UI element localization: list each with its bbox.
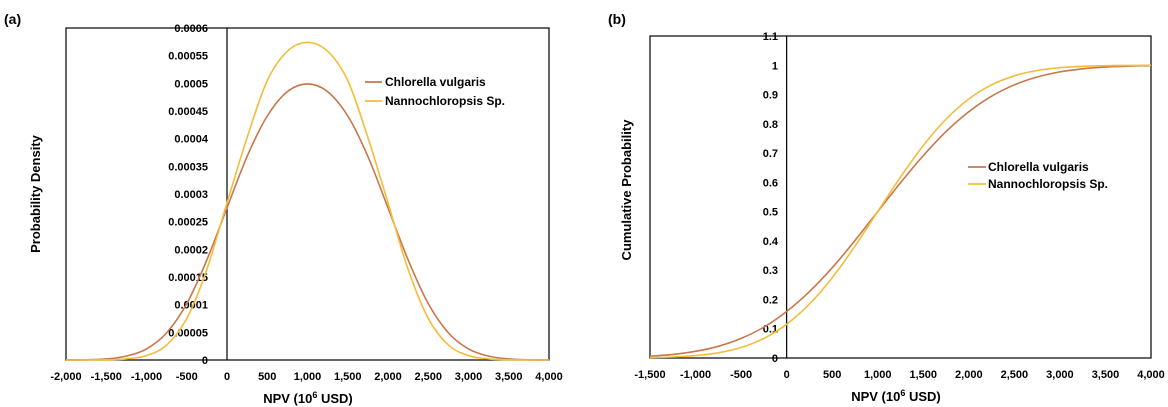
panel-b-x-tick-label: -1,000 [680, 369, 711, 381]
panel-b-y-tick-labels: 00.10.20.30.40.50.60.70.80.911.1 [763, 31, 779, 365]
panel-b-y-tick-label: 0.9 [763, 90, 778, 102]
panel-a-y-tick-label: 0.00035 [168, 161, 208, 173]
panel-a-x-axis-title: NPV (106 USD) [263, 390, 353, 406]
panel-a-x-tick-label: -2,000 [50, 371, 81, 383]
panel-b-y-tick-label: 1.1 [763, 31, 778, 43]
panel-a-y-tick-label: 0.0004 [174, 134, 209, 146]
panel-b-legend: Chlorella vulgaris Nannochloropsis Sp. [968, 160, 1108, 191]
panel-a-y-tick-label: 0.0003 [174, 189, 208, 201]
panel-b-plot-frame [649, 35, 1152, 359]
panel-b-series-line-nanno [649, 64, 1152, 359]
panel-b-y-tick-label: 0.7 [763, 148, 778, 160]
panel-b-y-tick-label: 0.4 [763, 236, 779, 248]
panel-b-y-tick-label: 0.8 [763, 119, 778, 131]
panel-a-series-line-chlorella [65, 83, 550, 361]
panel-b-legend-label-nanno: Nannochloropsis Sp. [988, 177, 1108, 191]
panel-a-x-tick-label: 3,500 [495, 371, 523, 383]
panel-b-y-tick-label: 1 [772, 60, 778, 72]
panel-b-y-axis-title: Cumulative Probability [619, 119, 634, 261]
panel-a: (a) -2,000 -1,500 -1,000 -500 0 500 1,000 1,500… [4, 11, 563, 406]
panel-b-x-tick-labels: -1,500 -1,000 -500 0 500 1,000 1,500 2,000 2,500… [634, 369, 1164, 381]
panel-b-x-tick-label: 2,000 [955, 369, 983, 381]
panel-a-label: (a) [4, 11, 21, 27]
panel-b-y-tick-label: 0.3 [763, 265, 778, 277]
panel-a-series-line-nanno [65, 41, 550, 361]
panel-b-x-tick-label: 4,000 [1137, 369, 1165, 381]
panel-a-x-tick-labels: -2,000 -1,500 -1,000 -500 0 500 1,000 1,500 2,00… [50, 371, 562, 383]
panel-a-legend-label-nanno: Nannochloropsis Sp. [385, 94, 505, 108]
panel-a-x-tick-label: 0 [224, 371, 230, 383]
panel-b-x-tick-label: -1,500 [634, 369, 665, 381]
panel-a-y-tick-label: 0.0005 [174, 78, 208, 90]
panel-a-y-tick-label: 0.0002 [174, 244, 208, 256]
panel-a-x-tick-label: 500 [258, 371, 276, 383]
panel-b-x-tick-label: 3,000 [1046, 369, 1074, 381]
panel-b: (b) -1,500 -1,000 -500 0 500 1,000 1,500 2,000 2… [608, 11, 1165, 404]
panel-a-x-tick-label: -1,500 [91, 371, 122, 383]
panel-a-x-tick-label: 1,500 [334, 371, 362, 383]
panel-a-y-tick-label: 0.00005 [168, 327, 208, 339]
panel-a-x-tick-label: 3,000 [455, 371, 483, 383]
panel-a-y-tick-label: 0.00055 [168, 51, 208, 63]
panel-a-y-axis-title: Probability Density [28, 134, 43, 253]
panel-a-x-tick-label: -1,000 [131, 371, 162, 383]
panel-a-y-tick-label: 0.0001 [174, 300, 208, 312]
panel-b-label: (b) [608, 11, 626, 27]
panel-b-x-tick-label: 1,500 [910, 369, 938, 381]
panel-b-series-lines [649, 64, 1152, 359]
panel-b-x-tick-label: 1,000 [864, 369, 892, 381]
panel-a-y-tick-label: 0 [202, 355, 208, 367]
panel-a-legend-label-chlorella: Chlorella vulgaris [385, 75, 486, 89]
panel-b-y-tick-label: 0.2 [763, 294, 778, 306]
panel-a-y-tick-label: 0.00025 [168, 217, 208, 229]
panel-a-x-tick-label: 1,000 [294, 371, 322, 383]
panel-a-series-lines [65, 41, 550, 361]
panel-b-series-line-chlorella [649, 64, 1152, 357]
panel-a-y-tick-label: 0.00045 [168, 106, 208, 118]
panel-b-x-tick-label: 2,500 [1001, 369, 1029, 381]
panel-a-x-tick-label: 4,000 [535, 371, 563, 383]
panel-a-x-tick-label: 2,500 [414, 371, 442, 383]
panel-b-x-axis-title: NPV (106 USD) [851, 388, 941, 404]
panel-a-x-tick-label: 2,000 [374, 371, 402, 383]
panel-a-legend: Chlorella vulgaris Nannochloropsis Sp. [365, 75, 505, 108]
panel-b-x-tick-label: 500 [823, 369, 841, 381]
panel-b-y-tick-label: 0.6 [763, 177, 778, 189]
panel-b-y-tick-label: 0 [772, 353, 778, 365]
panel-a-x-tick-label: -500 [176, 371, 198, 383]
panel-b-legend-label-chlorella: Chlorella vulgaris [988, 160, 1089, 174]
panel-a-plot-frame [65, 27, 550, 361]
panel-b-x-tick-label: 0 [784, 369, 790, 381]
panel-a-y-tick-label: 0.0006 [174, 23, 208, 35]
panel-b-y-tick-label: 0.5 [763, 207, 778, 219]
panel-b-x-tick-label: -500 [730, 369, 752, 381]
panel-a-y-tick-labels: 00.000050.00010.000150.00020.000250.0003… [168, 23, 209, 367]
panel-b-x-tick-label: 3,500 [1092, 369, 1120, 381]
